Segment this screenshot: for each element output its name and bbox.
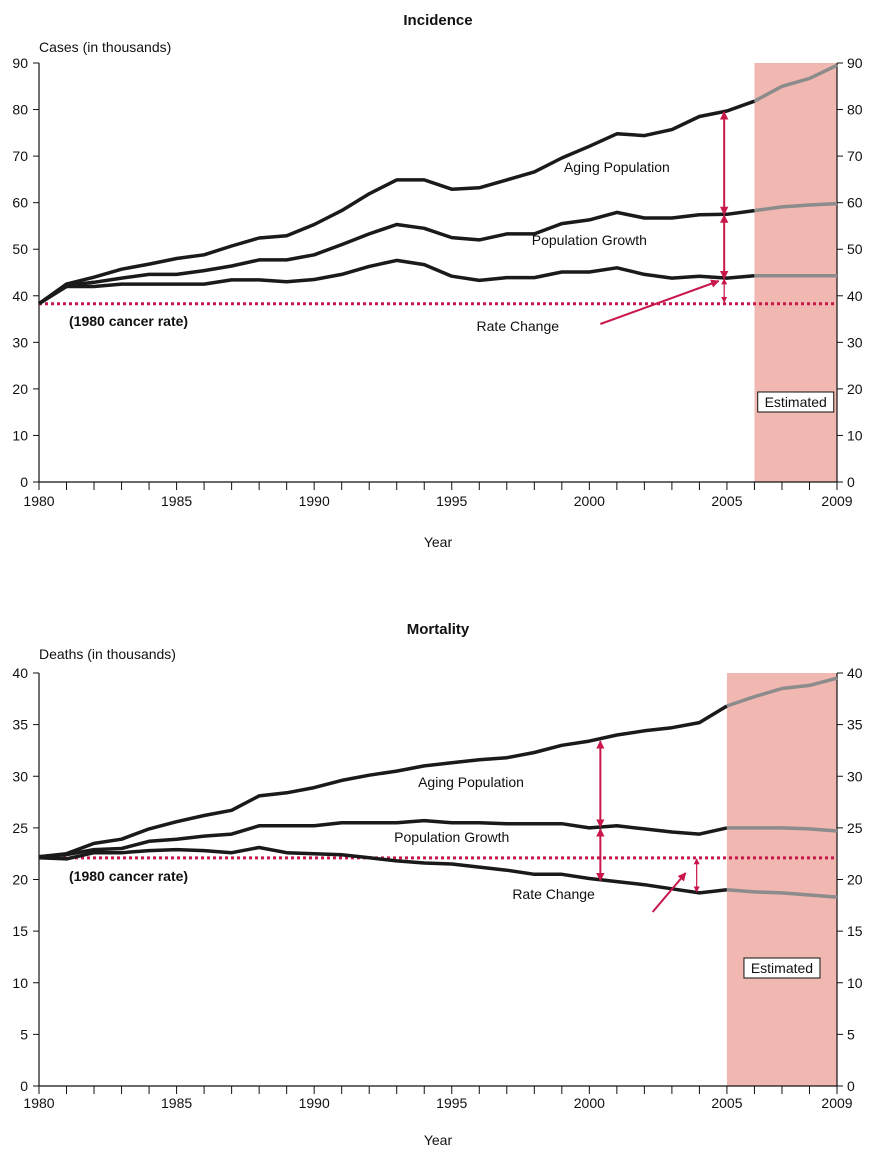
incidence-estimated-region <box>754 63 837 482</box>
mortality-estimated-label-group: Estimated <box>743 957 821 979</box>
incidence-y-tick-label-right: 30 <box>847 334 863 350</box>
mortality-y-tick-label-left: 40 <box>12 665 28 681</box>
incidence-x-tick-label: 2009 <box>821 493 852 509</box>
incidence-y-tick-label-left: 30 <box>12 334 28 350</box>
mortality-estimated-region <box>726 673 837 1086</box>
mortality-y-tick-label-left: 10 <box>12 975 28 991</box>
incidence-y-tick-label-left: 50 <box>12 241 28 257</box>
mortality-title: Mortality <box>407 621 470 638</box>
mortality-y-tick-label-right: 20 <box>847 872 863 888</box>
incidence-y-tick-label-right: 90 <box>847 55 863 71</box>
incidence-y-tick-label-right: 40 <box>847 288 863 304</box>
mortality-y-tick-label-right: 10 <box>847 975 863 991</box>
mortality-x-tick-label: 1995 <box>436 1095 467 1111</box>
mortality-chart: Mortality Deaths (in thousands) Year 1980 19… <box>12 621 862 1148</box>
incidence-y-tick-label-left: 40 <box>12 288 28 304</box>
incidence-y-tick-label-right: 70 <box>847 148 863 164</box>
incidence-baseline-label: (1980 cancer rate) <box>69 313 188 329</box>
incidence-x-axis-label: Year <box>424 534 453 550</box>
mortality-y-tick-label-left: 20 <box>12 872 28 888</box>
incidence-estimated-label-box <box>757 391 835 413</box>
incidence-y-tick-label-left: 0 <box>20 474 28 490</box>
mortality-y-tick-label-left: 35 <box>12 717 28 733</box>
mortality-y-tick-label-right: 0 <box>847 1078 855 1094</box>
mortality-series-3-line <box>38 845 728 895</box>
incidence-y-tick-label-left: 20 <box>12 381 28 397</box>
incidence-x-tick-label: 1985 <box>161 493 192 509</box>
mortality-estimated-label-box <box>743 957 821 979</box>
mortality-annotation-label-1: Aging Population <box>418 774 524 790</box>
incidence-x-tick-label: 1995 <box>436 493 467 509</box>
mortality-x-tick-label: 2000 <box>574 1095 605 1111</box>
incidence-y-tick-label-left: 10 <box>12 427 28 443</box>
incidence-series-1-estimated-line <box>753 63 838 103</box>
mortality-y-tick-label-left: 30 <box>12 768 28 784</box>
mortality-y-axis-label: Deaths (in thousands) <box>39 646 176 662</box>
incidence-y-tick-label-right: 60 <box>847 195 863 211</box>
mortality-annotation-pointer <box>651 872 687 913</box>
mortality-series-1-estimated-line <box>726 676 838 708</box>
incidence-x-tick-label: 2000 <box>574 493 605 509</box>
mortality-annotation-label-2: Population Growth <box>394 829 509 845</box>
incidence-x-tick-label: 1990 <box>299 493 330 509</box>
incidence-x-tick-label: 2005 <box>711 493 742 509</box>
mortality-y-tick-label-left: 5 <box>20 1026 28 1042</box>
mortality-y-tick-label-left: 0 <box>20 1078 28 1094</box>
incidence-annotation-label-1: Aging Population <box>564 159 670 175</box>
incidence-x-tick-label: 1980 <box>23 493 54 509</box>
mortality-baseline-label: (1980 cancer rate) <box>69 868 188 884</box>
mortality-x-axis-label: Year <box>424 1132 453 1148</box>
incidence-series-2-estimated-line <box>754 201 838 213</box>
mortality-y-tick-label-right: 35 <box>847 717 863 733</box>
incidence-annotation-label-3: Rate Change <box>477 318 560 334</box>
mortality-estimated-label: Estimated <box>751 960 813 976</box>
mortality-y-tick-label-left: 25 <box>12 820 28 836</box>
incidence-series-1-line <box>37 99 755 306</box>
mortality-x-tick-label: 1980 <box>23 1095 54 1111</box>
incidence-annotation-pointer <box>600 279 720 325</box>
incidence-y-tick-label-right: 20 <box>847 381 863 397</box>
mortality-series-3-estimated-line <box>726 888 838 899</box>
incidence-title: Incidence <box>403 12 472 29</box>
mortality-x-tick-label: 1985 <box>161 1095 192 1111</box>
incidence-estimated-label-group: Estimated <box>757 391 835 413</box>
mortality-y-tick-label-right: 5 <box>847 1026 855 1042</box>
incidence-y-tick-label-left: 80 <box>12 102 28 118</box>
incidence-y-axis-label: Cases (in thousands) <box>39 39 171 55</box>
incidence-y-tick-label-left: 60 <box>12 195 28 211</box>
incidence-y-tick-label-right: 80 <box>847 102 863 118</box>
mortality-x-tick-label: 2005 <box>711 1095 742 1111</box>
mortality-y-tick-label-left: 15 <box>12 923 28 939</box>
mortality-y-tick-label-right: 15 <box>847 923 863 939</box>
incidence-y-tick-label-right: 0 <box>847 474 855 490</box>
mortality-x-tick-label: 1990 <box>299 1095 330 1111</box>
incidence-y-tick-label-left: 90 <box>12 55 28 71</box>
mortality-series-1-line <box>38 704 728 859</box>
incidence-y-tick-label-right: 50 <box>847 241 863 257</box>
incidence-chart: Incidence Cases (in thousands) Year 1980 198… <box>12 12 862 550</box>
mortality-x-tick-label: 2009 <box>821 1095 852 1111</box>
mortality-annotation-label-3: Rate Change <box>512 886 595 902</box>
mortality-series-2-line <box>38 818 728 859</box>
mortality-y-tick-label-right: 25 <box>847 820 863 836</box>
incidence-estimated-label: Estimated <box>765 394 827 410</box>
incidence-annotation-label-2: Population Growth <box>532 232 647 248</box>
incidence-y-tick-label-right: 10 <box>847 427 863 443</box>
incidence-y-tick-label-left: 70 <box>12 148 28 164</box>
incidence-series-3-line <box>38 258 755 306</box>
mortality-y-tick-label-right: 30 <box>847 768 863 784</box>
mortality-series-2-estimated-line <box>726 826 838 833</box>
mortality-y-tick-label-right: 40 <box>847 665 863 681</box>
incidence-series-2-line <box>38 208 755 306</box>
